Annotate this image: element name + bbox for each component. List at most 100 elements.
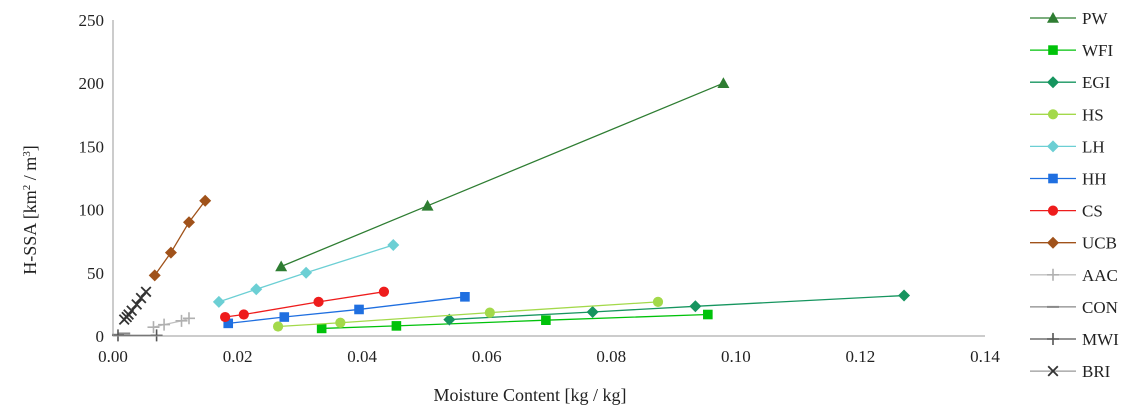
point-marker (335, 317, 346, 328)
point-marker (1048, 45, 1058, 55)
y-tick-label: 150 (79, 137, 105, 156)
y-axis-title-sup1: 2 (21, 185, 33, 191)
x-tick-label: 0.10 (721, 347, 751, 366)
point-marker (460, 292, 470, 302)
point-marker (182, 216, 195, 229)
y-axis-title: H-SSA [km2 / m3] (20, 145, 40, 275)
series-pw (275, 77, 730, 272)
point-marker (220, 311, 231, 323)
legend-item-hh: HH (1030, 170, 1107, 189)
point-marker (354, 304, 364, 315)
point-marker (111, 329, 124, 342)
point-marker (147, 321, 160, 334)
point-marker (182, 312, 195, 325)
point-marker (126, 305, 138, 317)
point-marker (898, 289, 911, 302)
series-lh (212, 238, 400, 308)
point-marker (135, 292, 147, 304)
legend-item-hs: HS (1030, 105, 1104, 124)
series-egi (443, 289, 911, 326)
series-hh (223, 292, 470, 329)
y-tick-label: 50 (87, 264, 104, 283)
legend-item-wfi: WFI (1030, 41, 1114, 60)
series-cs (220, 286, 390, 323)
series-con (111, 332, 131, 336)
series-line (225, 291, 385, 318)
point-marker (1047, 268, 1059, 281)
y-tick-label: 0 (96, 327, 105, 346)
point-marker (238, 309, 249, 320)
legend-label: HS (1082, 105, 1104, 124)
plot-area (111, 77, 911, 342)
x-tick-label: 0.02 (223, 347, 253, 366)
legend-item-bri: BRI (1030, 362, 1111, 381)
y-axis-title-end: ] (20, 145, 40, 151)
point-marker (586, 305, 599, 318)
point-marker (378, 286, 390, 297)
point-marker (703, 309, 713, 320)
point-marker (387, 238, 400, 251)
point-marker (689, 300, 702, 313)
point-marker (131, 298, 143, 310)
point-marker (717, 77, 730, 88)
series-line (280, 82, 724, 268)
legend-label: UCB (1082, 234, 1117, 253)
x-tick-label: 0.00 (98, 347, 128, 366)
point-marker (158, 318, 171, 331)
point-marker (140, 286, 152, 298)
series-ucb (148, 194, 212, 282)
point-marker (148, 269, 161, 282)
series-aac (147, 312, 195, 334)
x-tick-label: 0.08 (596, 347, 626, 366)
axes (112, 20, 985, 337)
point-marker (272, 321, 284, 332)
series-line (449, 294, 905, 321)
point-marker (199, 194, 212, 207)
legend-label: EGI (1082, 73, 1111, 92)
point-marker (175, 314, 188, 327)
point-marker (1047, 12, 1059, 23)
point-marker (313, 296, 324, 307)
point-marker (1047, 205, 1059, 216)
legend: PW WFI EGI HS LH HH CS UCB AAC CON MWI BRI (1030, 9, 1119, 381)
point-marker (443, 313, 456, 326)
series-line (153, 317, 190, 328)
point-marker (275, 260, 288, 272)
point-marker (1047, 236, 1059, 249)
y-axis-title-mid: / m (20, 157, 40, 185)
legend-label: AAC (1082, 266, 1118, 285)
point-marker (164, 246, 177, 259)
series-bri (118, 286, 152, 326)
legend-label: LH (1082, 137, 1105, 156)
point-marker (421, 199, 434, 211)
point-marker (1047, 333, 1059, 345)
series-hs (272, 296, 664, 332)
x-axis-title: Moisture Content [kg / kg] (434, 385, 627, 405)
legend-item-aac: AAC (1030, 266, 1118, 285)
legend-item-mwi: MWI (1030, 330, 1119, 349)
legend-item-egi: EGI (1030, 73, 1111, 92)
point-marker (1048, 173, 1058, 184)
legend-label: MWI (1082, 330, 1119, 349)
y-tick-label: 100 (79, 201, 105, 220)
legend-label: CS (1082, 202, 1103, 221)
series-mwi (111, 329, 163, 342)
legend-label: WFI (1082, 41, 1114, 60)
legend-label: HH (1082, 170, 1107, 189)
point-marker (391, 321, 402, 331)
legend-item-con: CON (1030, 298, 1118, 317)
legend-label: BRI (1082, 362, 1111, 381)
series-line (321, 313, 708, 330)
point-marker (300, 266, 313, 279)
legend-item-cs: CS (1030, 202, 1103, 221)
x-tick-label: 0.14 (970, 347, 1000, 366)
point-marker (212, 295, 225, 308)
legend-label: CON (1082, 298, 1118, 317)
series-line (218, 244, 394, 303)
y-tick-label: 200 (79, 74, 105, 93)
x-tick-label: 0.12 (846, 347, 876, 366)
series-line (228, 296, 465, 325)
x-tick-label: 0.04 (347, 347, 377, 366)
y-axis-title-main: H-SSA [km (20, 190, 40, 275)
